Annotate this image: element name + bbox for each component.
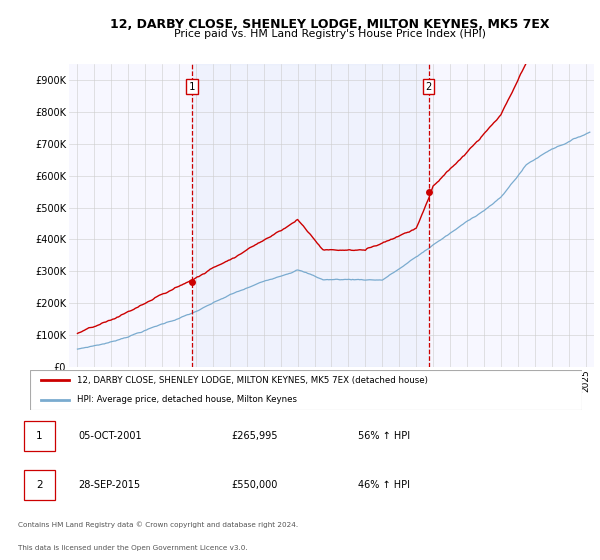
Text: 1: 1 bbox=[36, 431, 43, 441]
Point bbox=[424, 187, 433, 196]
Text: Contains HM Land Registry data © Crown copyright and database right 2024.: Contains HM Land Registry data © Crown c… bbox=[18, 521, 298, 528]
Text: 2: 2 bbox=[425, 82, 431, 92]
Text: 2: 2 bbox=[36, 480, 43, 490]
Text: £265,995: £265,995 bbox=[231, 431, 277, 441]
Text: £550,000: £550,000 bbox=[231, 480, 277, 490]
Text: 46% ↑ HPI: 46% ↑ HPI bbox=[358, 480, 410, 490]
Text: Price paid vs. HM Land Registry's House Price Index (HPI): Price paid vs. HM Land Registry's House … bbox=[174, 29, 486, 39]
Text: 28-SEP-2015: 28-SEP-2015 bbox=[78, 480, 140, 490]
Text: 1: 1 bbox=[188, 82, 195, 92]
FancyBboxPatch shape bbox=[23, 421, 55, 451]
Text: 12, DARBY CLOSE, SHENLEY LODGE, MILTON KEYNES, MK5 7EX (detached house): 12, DARBY CLOSE, SHENLEY LODGE, MILTON K… bbox=[77, 376, 428, 385]
Text: 05-OCT-2001: 05-OCT-2001 bbox=[78, 431, 142, 441]
FancyBboxPatch shape bbox=[23, 470, 55, 500]
Text: 56% ↑ HPI: 56% ↑ HPI bbox=[358, 431, 410, 441]
Text: This data is licensed under the Open Government Licence v3.0.: This data is licensed under the Open Gov… bbox=[18, 544, 247, 550]
Text: HPI: Average price, detached house, Milton Keynes: HPI: Average price, detached house, Milt… bbox=[77, 395, 297, 404]
Text: 12, DARBY CLOSE, SHENLEY LODGE, MILTON KEYNES, MK5 7EX: 12, DARBY CLOSE, SHENLEY LODGE, MILTON K… bbox=[110, 18, 550, 31]
Bar bbox=[192, 64, 428, 367]
FancyBboxPatch shape bbox=[30, 370, 582, 410]
Point bbox=[187, 278, 197, 287]
